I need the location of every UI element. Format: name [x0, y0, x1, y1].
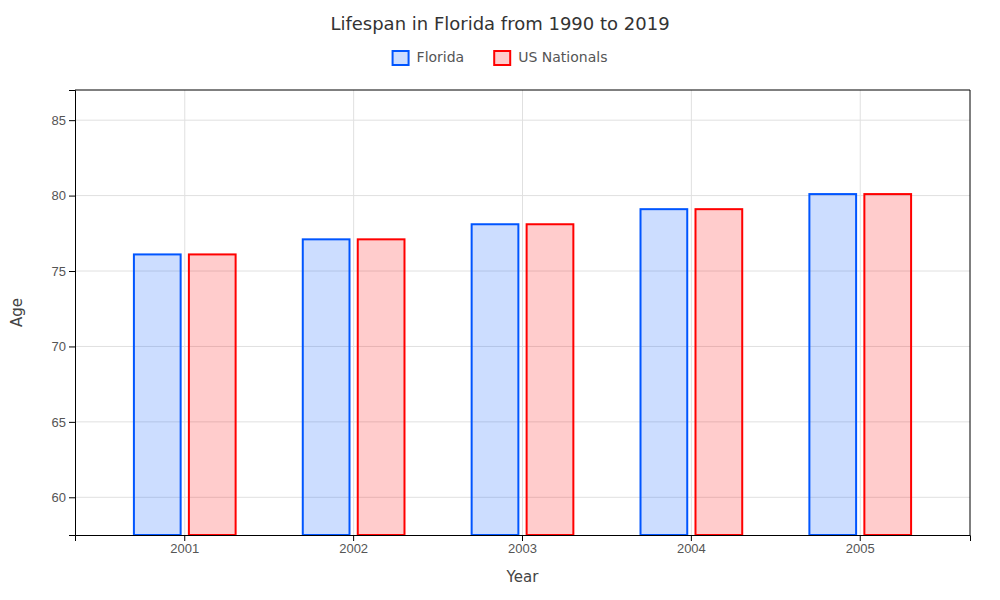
axis-line: [69, 91, 76, 536]
tick-label: 2002: [339, 541, 368, 556]
tick-mark: [69, 271, 75, 272]
tick-mark: [69, 422, 75, 423]
legend-swatch: [393, 51, 409, 65]
tick: 2003: [508, 535, 537, 556]
grid-line-x: [691, 90, 692, 535]
bar: [358, 239, 405, 535]
tick-label: 2003: [508, 541, 537, 556]
bars: [134, 194, 911, 535]
tick-label: 60: [52, 490, 66, 505]
tick-mark: [691, 535, 692, 541]
x-axis-title: Year: [506, 568, 540, 586]
legend: Florida US Nationals: [393, 49, 608, 65]
bar: [189, 254, 236, 535]
legend-item: Florida: [393, 49, 465, 65]
tick-label: 75: [52, 264, 66, 279]
legend-item: US Nationals: [494, 49, 607, 65]
bar-series: [134, 194, 856, 535]
tick-label: 80: [52, 188, 66, 203]
tick-label: 70: [52, 339, 66, 354]
tick-mark: [69, 346, 75, 347]
tick: 80: [52, 188, 75, 203]
x-axis: 2001 2002 2003 2004 2005: [76, 535, 971, 556]
bar: [864, 194, 911, 535]
tick-label: 2005: [846, 541, 875, 556]
y-axis: 60 65 70 75 80 85: [52, 91, 76, 536]
tick-mark: [522, 535, 523, 541]
grid-line-x: [860, 90, 861, 535]
legend-swatch: [494, 51, 510, 65]
legend-label: US Nationals: [518, 49, 607, 65]
tick-mark: [69, 196, 75, 197]
chart: 2001 2002 2003 2004 2005 60 65 70 75 80 85 Year Age L…: [0, 0, 1000, 600]
tick-mark: [69, 497, 75, 498]
y-axis-title: Age: [8, 298, 26, 327]
tick: 2002: [339, 535, 368, 556]
tick-mark: [184, 535, 185, 541]
tick: 85: [52, 113, 75, 128]
frame-top: [75, 90, 970, 91]
tick: 2004: [677, 535, 706, 556]
bar: [134, 254, 181, 535]
tick-label: 2004: [677, 541, 706, 556]
bar: [809, 194, 856, 535]
tick: 70: [52, 339, 75, 354]
frame-right: [970, 90, 971, 535]
axis-line: [76, 536, 971, 542]
tick-mark: [353, 535, 354, 541]
title: Lifespan in Florida from 1990 to 2019: [330, 13, 669, 34]
tick-mark: [860, 535, 861, 541]
tick-label: 65: [52, 415, 66, 430]
tick: 65: [52, 415, 75, 430]
plot: 2001 2002 2003 2004 2005 60 65 70 75 80 85: [52, 90, 971, 556]
grid-line-x: [353, 90, 354, 535]
bar: [641, 209, 688, 535]
bar: [527, 224, 574, 535]
grid-line-x: [184, 90, 185, 535]
tick: 75: [52, 264, 75, 279]
legend-label: Florida: [417, 49, 465, 65]
tick: 2005: [846, 535, 875, 556]
tick: 60: [52, 490, 75, 505]
bar-series: [189, 194, 911, 535]
grid-line-x: [522, 90, 523, 535]
bar: [472, 224, 519, 535]
bar: [303, 239, 350, 535]
tick-label: 85: [52, 113, 66, 128]
tick-label: 2001: [170, 541, 199, 556]
grid: [75, 90, 970, 535]
bar: [695, 209, 742, 535]
tick: 2001: [170, 535, 199, 556]
tick-mark: [69, 120, 75, 121]
